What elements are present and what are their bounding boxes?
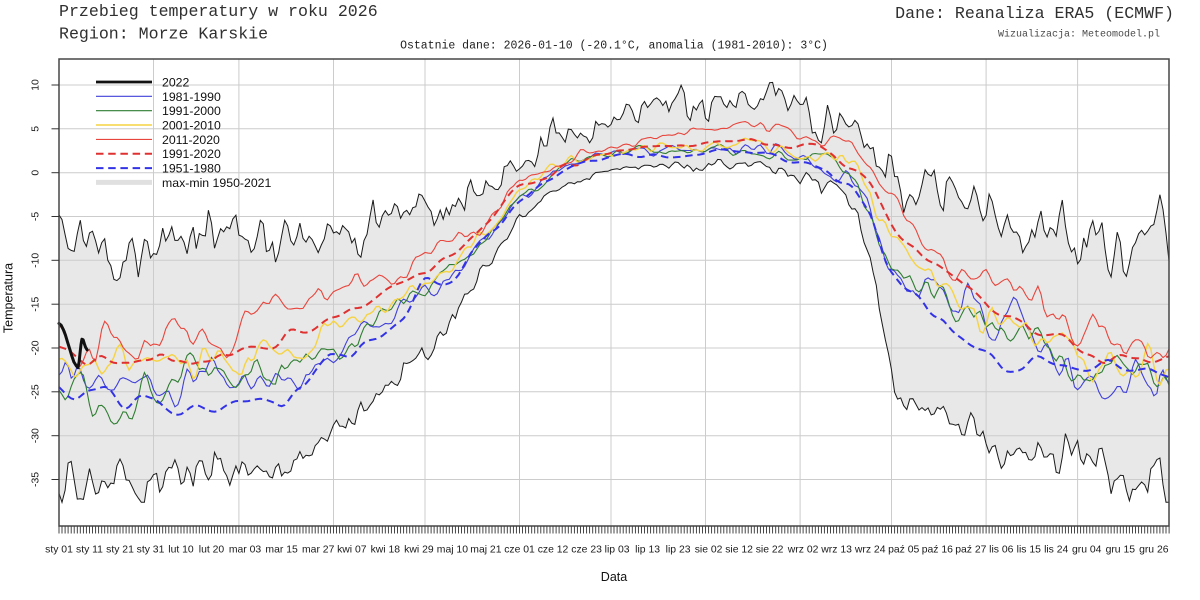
- svg-text:1991-2000: 1991-2000: [162, 104, 221, 118]
- svg-text:lis 24: lis 24: [1044, 545, 1068, 556]
- svg-text:mar 03: mar 03: [229, 545, 262, 556]
- svg-text:2001-2010: 2001-2010: [162, 118, 221, 132]
- svg-text:gru 26: gru 26: [1139, 545, 1169, 556]
- svg-text:2022: 2022: [162, 75, 190, 89]
- svg-text:1981-1990: 1981-1990: [162, 90, 221, 104]
- svg-text:sie 12: sie 12: [725, 545, 753, 556]
- svg-text:max-min 1950-2021: max-min 1950-2021: [162, 176, 272, 190]
- svg-text:sty 31: sty 31: [137, 545, 165, 556]
- svg-text:sie 02: sie 02: [695, 545, 723, 556]
- svg-text:cze 23: cze 23: [571, 545, 602, 556]
- svg-text:gru 04: gru 04: [1072, 545, 1102, 556]
- svg-text:maj 10: maj 10: [437, 545, 468, 556]
- svg-text:cze 12: cze 12: [538, 545, 569, 556]
- svg-text:5: 5: [31, 126, 42, 132]
- svg-text:-10: -10: [31, 253, 42, 268]
- svg-text:lis 15: lis 15: [1017, 545, 1041, 556]
- svg-text:-25: -25: [31, 384, 42, 399]
- svg-text:lut 20: lut 20: [199, 545, 225, 556]
- svg-text:1991-2020: 1991-2020: [162, 147, 221, 161]
- svg-text:sty 11: sty 11: [76, 545, 103, 556]
- svg-text:lis 06: lis 06: [989, 545, 1013, 556]
- svg-text:maj 21: maj 21: [470, 545, 501, 556]
- svg-text:10: 10: [31, 79, 42, 91]
- svg-text:wrz 13: wrz 13: [820, 545, 852, 556]
- svg-text:Region: Morze Karskie: Region: Morze Karskie: [59, 25, 268, 44]
- svg-text:-20: -20: [31, 340, 42, 355]
- svg-text:mar 27: mar 27: [302, 545, 335, 556]
- svg-text:wrz 24: wrz 24: [854, 545, 886, 556]
- svg-text:Temperatura: Temperatura: [2, 263, 16, 333]
- svg-text:Wizualizacja: Meteomodel.pl: Wizualizacja: Meteomodel.pl: [998, 29, 1160, 41]
- svg-text:kwi 07: kwi 07: [337, 545, 367, 556]
- svg-text:gru 15: gru 15: [1106, 545, 1136, 556]
- svg-text:cze 01: cze 01: [504, 545, 535, 556]
- svg-text:1951-1980: 1951-1980: [162, 162, 221, 176]
- svg-text:paź 05: paź 05: [888, 545, 919, 556]
- svg-text:Data: Data: [601, 570, 627, 584]
- svg-text:Dane: Reanaliza ERA5 (ECMWF): Dane: Reanaliza ERA5 (ECMWF): [895, 4, 1174, 23]
- svg-text:lip 23: lip 23: [666, 545, 691, 556]
- svg-text:sty 21: sty 21: [106, 545, 134, 556]
- svg-text:lip 13: lip 13: [635, 545, 660, 556]
- svg-text:-15: -15: [31, 296, 42, 311]
- svg-text:paź 27: paź 27: [955, 545, 986, 556]
- svg-text:mar 15: mar 15: [265, 545, 298, 556]
- svg-text:lip 03: lip 03: [605, 545, 630, 556]
- svg-text:-35: -35: [31, 472, 42, 487]
- svg-text:-30: -30: [31, 428, 42, 443]
- svg-text:kwi 18: kwi 18: [371, 545, 401, 556]
- svg-text:paź 16: paź 16: [922, 545, 953, 556]
- svg-text:kwi 29: kwi 29: [404, 545, 434, 556]
- svg-text:sty 01: sty 01: [45, 545, 73, 556]
- svg-text:wrz 02: wrz 02: [787, 545, 819, 556]
- svg-text:2011-2020: 2011-2020: [162, 133, 220, 147]
- svg-text:-5: -5: [31, 212, 42, 221]
- svg-text:sie 22: sie 22: [756, 545, 784, 556]
- svg-text:lut 10: lut 10: [168, 545, 194, 556]
- svg-text:Ostatnie dane: 2026-01-10 (-20: Ostatnie dane: 2026-01-10 (-20.1°C, anom…: [400, 40, 828, 53]
- svg-text:0: 0: [31, 170, 42, 176]
- svg-text:Przebieg temperatury w roku 20: Przebieg temperatury w roku 2026: [59, 2, 378, 21]
